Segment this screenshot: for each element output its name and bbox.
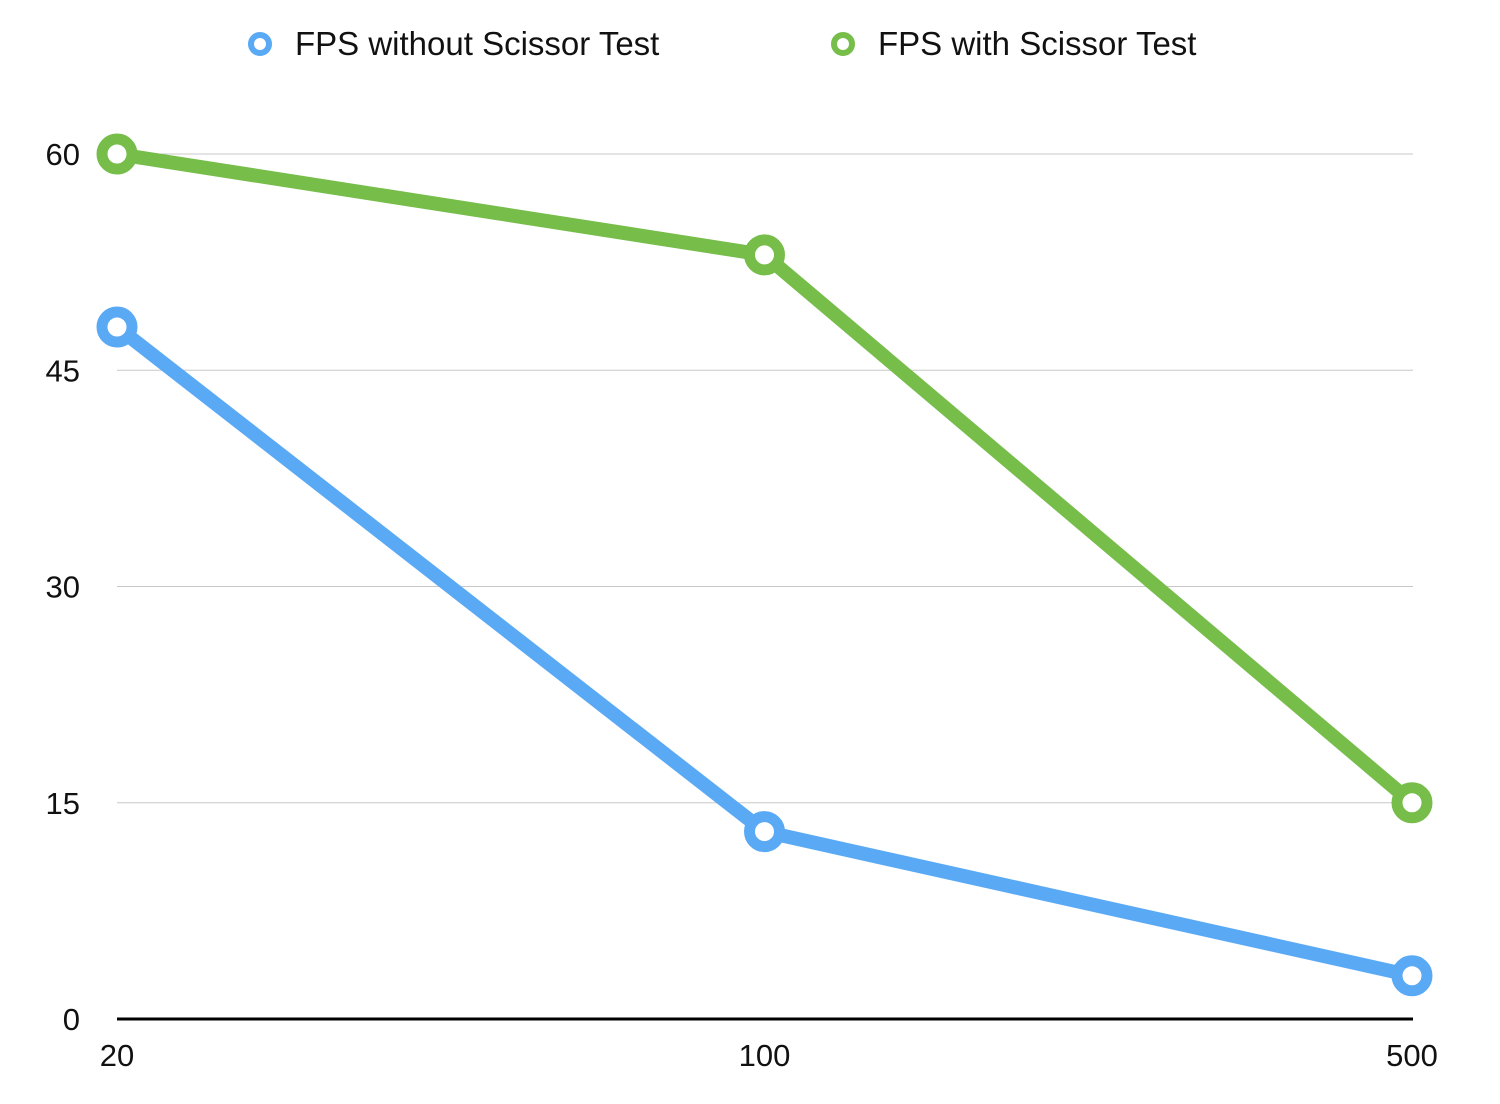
chart-legend: FPS without Scissor Test FPS with Scisso…	[0, 22, 1500, 66]
y-tick-label-30: 30	[46, 570, 80, 605]
legend-marker-without-scissor	[248, 32, 272, 56]
legend-item-without-scissor: FPS without Scissor Test	[247, 22, 659, 66]
y-tick-label-15: 15	[46, 786, 80, 821]
legend-item-with-scissor: FPS with Scissor Test	[830, 22, 1196, 66]
y-axis-tick-labels: 0 15 30 45 60	[46, 137, 80, 1037]
legend-label-without-scissor: FPS without Scissor Test	[295, 25, 660, 62]
series-1-point-100	[744, 234, 785, 276]
series-1-point-500	[1391, 782, 1433, 824]
series-0-point-500	[1391, 955, 1433, 997]
y-tick-label-0: 0	[63, 1002, 80, 1037]
series-1-point-20	[96, 133, 138, 175]
series-0-point-20	[96, 306, 138, 348]
y-tick-label-60: 60	[46, 137, 80, 172]
gridlines	[117, 153, 1413, 804]
series-line-0	[110, 320, 1419, 983]
x-tick-label-20: 20	[100, 1038, 134, 1073]
x-axis-tick-labels: 20 100 500	[100, 1038, 1438, 1073]
series-lines	[110, 147, 1419, 983]
legend-label-with-scissor: FPS with Scissor Test	[878, 25, 1197, 62]
series-points	[96, 133, 1433, 997]
legend-marker-with-scissor	[831, 32, 855, 56]
x-tick-label-500: 500	[1386, 1038, 1438, 1073]
x-tick-label-100: 100	[739, 1038, 791, 1073]
y-tick-label-45: 45	[46, 353, 80, 388]
series-0-point-100	[744, 811, 785, 853]
